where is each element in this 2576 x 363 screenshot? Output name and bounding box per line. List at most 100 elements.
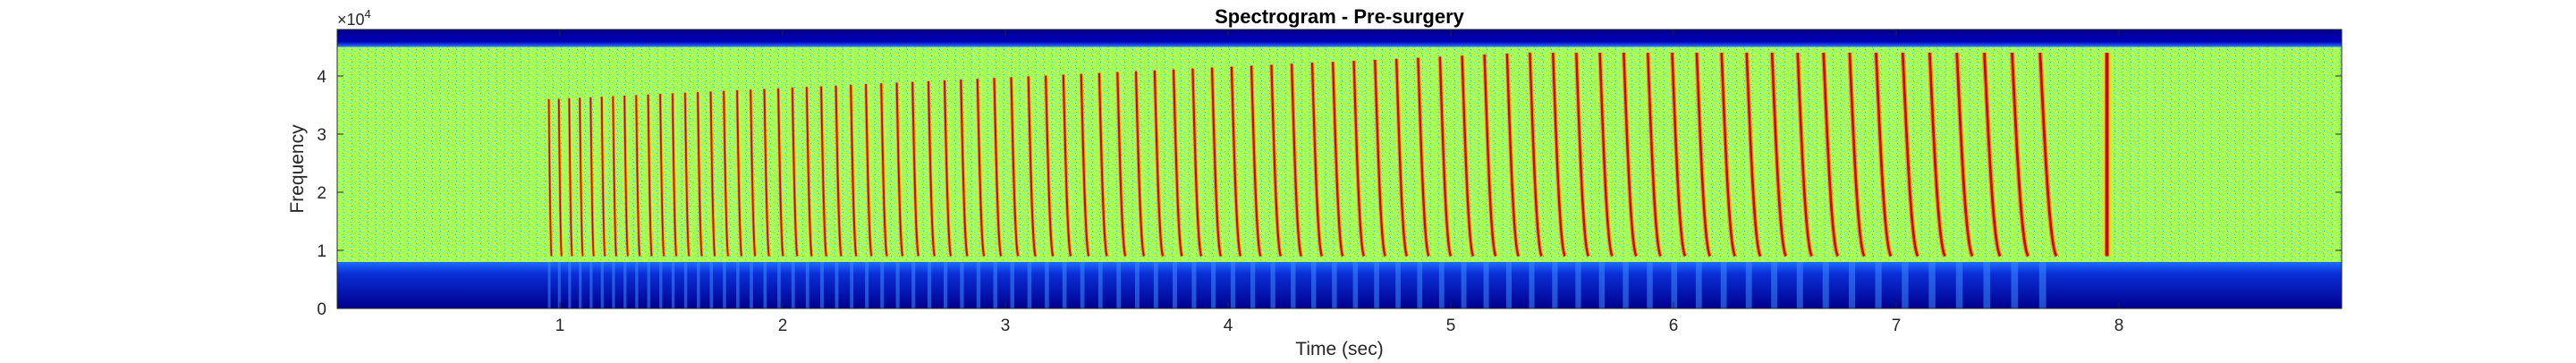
call-sweep <box>1597 52 1614 308</box>
call-sweep <box>2102 53 2112 257</box>
call-sweep <box>879 83 889 308</box>
call-sweep <box>1821 52 1841 308</box>
call-sweep <box>1437 56 1453 308</box>
x-tick-label: 7 <box>1892 317 1902 335</box>
call-sweep <box>1289 63 1303 308</box>
plot-area <box>337 30 2342 308</box>
x-axis-ticks: 1 2 3 4 5 6 7 8 <box>555 30 2124 335</box>
call-sweep <box>578 97 585 308</box>
call-sweep <box>1079 73 1091 308</box>
call-sweep <box>1795 52 1814 308</box>
call-sweep <box>696 92 704 308</box>
call-sweep <box>1645 52 1663 308</box>
call-sweep <box>1769 52 1788 308</box>
call-sweep <box>623 95 630 308</box>
call-sweep <box>1528 52 1544 308</box>
call-sweep <box>1331 62 1345 308</box>
y-axis-exponent: ×104 <box>337 7 371 29</box>
call-sweep <box>634 95 641 308</box>
call-sweep <box>658 94 665 308</box>
call-sweep <box>943 80 953 308</box>
call-sweep <box>589 97 596 308</box>
call-sweep <box>1097 72 1109 308</box>
call-sweep <box>1981 52 2003 308</box>
y-tick-label: 1 <box>317 242 326 261</box>
call-sweep <box>819 86 828 308</box>
x-tick-label: 2 <box>778 317 788 335</box>
call-sweep <box>1171 69 1184 308</box>
chart-title: Spectrogram - Pre-surgery <box>1215 5 1465 28</box>
call-sweep <box>894 82 904 308</box>
call-sweep <box>1249 65 1263 308</box>
call-sweep <box>1191 68 1203 308</box>
y-tick-label: 3 <box>317 126 326 145</box>
call-sweep <box>1061 74 1072 308</box>
call-sweep <box>776 88 785 308</box>
call-sweep <box>791 87 800 308</box>
y-tick-label: 2 <box>317 184 326 203</box>
call-sweep <box>1460 55 1476 308</box>
call-sweep <box>1927 52 1947 308</box>
call-sweep <box>849 84 858 308</box>
call-sweep <box>959 79 970 308</box>
y-tick-label: 0 <box>317 300 326 319</box>
call-sweep <box>1670 52 1688 308</box>
call-sweep <box>567 97 574 308</box>
call-sweep <box>1373 59 1387 308</box>
y-axis-ticks: 0 1 2 3 4 <box>317 68 2342 319</box>
x-tick-label: 6 <box>1669 317 1679 335</box>
call-sweep <box>1352 60 1366 308</box>
high-frequency-band <box>337 30 2342 47</box>
call-sweep <box>1133 71 1146 308</box>
call-sweep <box>1269 64 1283 308</box>
call-sweep <box>1416 57 1431 308</box>
call-sweep <box>2009 52 2030 308</box>
x-axis-label: Time (sec) <box>1295 339 1383 359</box>
call-sweep <box>975 79 986 308</box>
call-sweep <box>805 87 814 308</box>
call-sweep <box>1152 70 1165 308</box>
axes-box <box>336 29 2343 309</box>
call-sweep <box>611 96 618 308</box>
call-sweep <box>646 94 654 308</box>
x-tick-label: 1 <box>555 317 565 335</box>
call-sweep <box>1229 66 1242 308</box>
call-sweep <box>1044 75 1055 308</box>
x-tick-label: 4 <box>1224 317 1233 335</box>
low-frequency-band <box>337 262 2342 308</box>
x-tick-label: 8 <box>2114 317 2124 335</box>
call-sweep <box>1394 58 1409 308</box>
call-sweep <box>671 93 678 308</box>
call-sweep <box>1573 52 1591 308</box>
call-sweep <box>735 89 743 308</box>
call-sweep <box>834 85 843 308</box>
call-sweep <box>600 97 606 308</box>
y-tick-label: 4 <box>317 68 326 87</box>
call-sweep <box>1482 54 1498 308</box>
call-sweep <box>911 81 920 308</box>
call-sweep <box>1719 52 1738 308</box>
call-sweep <box>1621 52 1639 308</box>
call-sweep <box>722 90 730 308</box>
call-sweep <box>1550 52 1567 308</box>
call-sweep <box>927 80 936 308</box>
call-sweep <box>1954 52 1975 308</box>
call-sweep <box>1209 67 1223 308</box>
call-sweep <box>547 98 554 308</box>
call-sweep <box>749 89 757 308</box>
call-sweep <box>1873 52 1894 308</box>
y-axis-label: Frequency <box>287 124 308 214</box>
call-sweep <box>1900 52 1920 308</box>
call-sweep <box>864 84 874 308</box>
call-sweep <box>1115 72 1128 308</box>
call-sweep <box>1026 76 1038 308</box>
call-sequence <box>547 52 2112 308</box>
call-sweep <box>683 92 691 308</box>
call-sweep <box>1009 77 1021 308</box>
call-sweep <box>1847 52 1867 308</box>
call-sweep <box>992 78 1003 308</box>
call-sweep <box>1309 63 1324 308</box>
call-sweep <box>1744 52 1763 308</box>
call-sweep <box>762 89 771 308</box>
